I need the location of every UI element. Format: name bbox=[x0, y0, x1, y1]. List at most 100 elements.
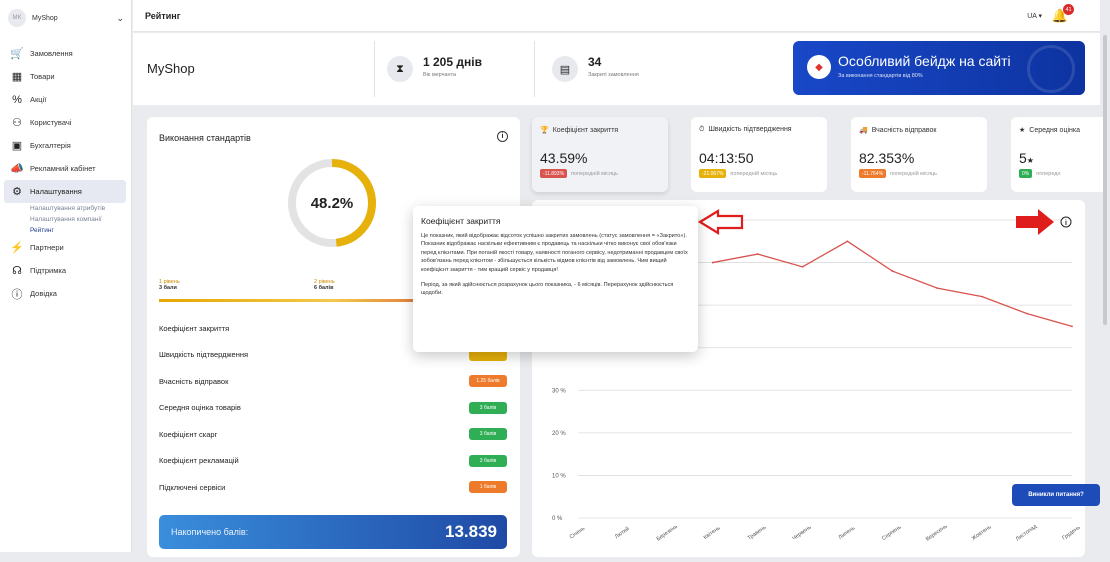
standard-row: Підключені сервіси 1 балів bbox=[159, 474, 507, 501]
language-select[interactable]: UA ▾ bbox=[1027, 12, 1042, 20]
sidebar-item-promotions[interactable]: % Акції bbox=[0, 88, 132, 111]
sidebar-item-partners[interactable]: ⚡ Партнери bbox=[0, 236, 132, 259]
topbar: Рейтинг UA ▾ 🔔 41 bbox=[133, 0, 1100, 32]
standard-label: Коефіцієнт скарг bbox=[159, 429, 218, 439]
data-point bbox=[1071, 325, 1073, 328]
sidebar-item-users[interactable]: ⚇ Користувачі bbox=[0, 111, 132, 134]
metric-value: 43.59% bbox=[540, 150, 588, 166]
standard-label: Коефіцієнт закриття bbox=[159, 323, 230, 333]
calculator-icon: ▣ bbox=[11, 140, 23, 152]
headset-icon: ☊ bbox=[12, 265, 22, 277]
box-icon: ▦ bbox=[11, 71, 23, 83]
standard-row: Коефіцієнт рекламацій 3 балів bbox=[159, 448, 507, 475]
divider bbox=[374, 41, 375, 97]
sidebar-item-label: Замовлення bbox=[30, 49, 73, 58]
level-2-title: 2 рівень bbox=[314, 279, 335, 285]
metric-value-text: 5 bbox=[1019, 150, 1027, 166]
shop-selector[interactable]: MK MyShop ⌄ bbox=[8, 8, 124, 28]
hourglass-icon: ⧗ bbox=[387, 56, 413, 82]
metric-value: 04:13:50 bbox=[699, 150, 754, 166]
merchant-age-value: 1 205 днів bbox=[423, 55, 482, 69]
sidebar-item-support[interactable]: ☊ Підтримка bbox=[0, 259, 132, 282]
gear-icon: ⚙ bbox=[12, 186, 22, 198]
delta-badge: 0% bbox=[1019, 169, 1033, 178]
megaphone-icon: 📣 bbox=[10, 163, 24, 175]
shop-logo: MK bbox=[8, 9, 26, 27]
data-point bbox=[891, 270, 894, 272]
standards-list: Коефіцієнт закриття Швидкість підтвердже… bbox=[159, 315, 507, 501]
scrollbar-thumb[interactable] bbox=[1103, 35, 1107, 325]
users-icon: ⚇ bbox=[12, 117, 22, 129]
truck-icon: 🚚 bbox=[859, 127, 868, 134]
metric-card-confirmation-speed[interactable]: ⏱ Швидкість підтвердження 04:13:50 -21.06… bbox=[691, 117, 827, 192]
info-icon[interactable]: i bbox=[497, 131, 508, 142]
orders-icon: ▤ bbox=[552, 56, 578, 82]
subnav-attributes[interactable]: Налаштування атрибутів bbox=[30, 205, 106, 212]
metric-title: 🚚 Вчасність відправок bbox=[859, 126, 936, 134]
metric-card-on-time-shipping[interactable]: 🚚 Вчасність відправок 82.353% -11.764% поп… bbox=[851, 117, 987, 192]
closing-rate-chart: 0 %10 %20 %30 %40 %СіченьЛютийБерезеньКв… bbox=[552, 219, 1082, 543]
sidebar-item-help[interactable]: ⓘ Довідка bbox=[0, 282, 132, 305]
sidebar-item-settings[interactable]: ⚙ Налаштування bbox=[4, 180, 126, 203]
star-small-icon: ★ bbox=[1026, 156, 1034, 165]
delta-label: попередній місяць bbox=[730, 170, 778, 177]
sidebar-item-label: Користувачі bbox=[30, 118, 72, 127]
metric-title-text: Вчасність відправок bbox=[871, 127, 937, 134]
solid-arrow-annotation bbox=[1016, 209, 1054, 235]
chart-info-icon[interactable] bbox=[1060, 216, 1072, 228]
page-title: Рейтинг bbox=[145, 11, 181, 21]
points-pill: 3 балів bbox=[469, 401, 507, 414]
subnav-company[interactable]: Налаштування компанії bbox=[30, 216, 102, 223]
sidebar: MK MyShop ⌄ 🛒 Замовлення ▦ Товари % Акції ⚇… bbox=[0, 0, 132, 552]
star-icon: ★ bbox=[1019, 127, 1026, 134]
sidebar-item-label: Довідка bbox=[30, 289, 57, 298]
chevron-down-icon: ⌄ bbox=[116, 12, 124, 23]
metric-value: 82.353% bbox=[859, 150, 915, 166]
metric-delta: -11.764% попередній місяць bbox=[859, 169, 937, 178]
sidebar-item-label: Бухгалтерія bbox=[30, 141, 71, 150]
chart-info-glyph: i bbox=[1065, 220, 1067, 227]
metric-title-text: Середня оцінка bbox=[1029, 127, 1080, 134]
metric-title-text: Швидкість підтвердження bbox=[708, 126, 792, 133]
standard-row: Коефіцієнт закриття bbox=[159, 315, 507, 342]
sidebar-item-orders[interactable]: 🛒 Замовлення bbox=[0, 42, 132, 65]
y-tick-label: 30 % bbox=[552, 388, 566, 394]
trophy-icon: 🏆 bbox=[540, 127, 549, 134]
settings-subnav: Налаштування атрибутів Налаштування комп… bbox=[0, 203, 132, 236]
standard-label: Коефіцієнт рекламацій bbox=[159, 456, 239, 466]
sidebar-item-ad-cabinet[interactable]: 📣 Рекламний кабінет bbox=[0, 157, 132, 180]
sidebar-item-accounting[interactable]: ▣ Бухгалтерія bbox=[0, 134, 132, 157]
handshake-icon: ⚡ bbox=[10, 242, 24, 254]
closed-orders-label: Закриті замовлення bbox=[588, 72, 639, 78]
sidebar-item-label: Підтримка bbox=[30, 266, 67, 275]
info-icon: ⓘ bbox=[11, 288, 23, 301]
metric-card-average-rating[interactable]: ★ Середня оцінка 5★ 0% попередн bbox=[1011, 117, 1103, 192]
data-point bbox=[981, 295, 984, 298]
delta-label: попередній місяць bbox=[890, 170, 937, 177]
sidebar-item-products[interactable]: ▦ Товари bbox=[0, 65, 132, 88]
metric-delta: 0% попередн bbox=[1019, 169, 1061, 178]
standard-row: Середня оцінка товарів 3 балів bbox=[159, 395, 507, 422]
badge-decoration bbox=[1027, 45, 1075, 93]
help-question-button[interactable]: Виникли питання? bbox=[1012, 484, 1100, 506]
points-pill: 1 балів bbox=[469, 481, 507, 494]
metric-title: ★ Середня оцінка bbox=[1019, 126, 1080, 134]
subnav-rating[interactable]: Рейтинг bbox=[30, 227, 54, 234]
special-badge-banner[interactable]: ◆ Особливий бейдж на сайті За виконання … bbox=[793, 41, 1085, 95]
points-pill: 3 балів bbox=[469, 428, 507, 441]
tooltip-period-note: Період, за який здійснюється розрахунок … bbox=[421, 281, 674, 297]
discount-icon: % bbox=[12, 93, 22, 106]
metric-title: ⏱ Швидкість підтвердження bbox=[699, 126, 792, 134]
badge-tag-icon: ◆ bbox=[807, 55, 831, 79]
gauge-percent: 48.2% bbox=[311, 195, 354, 212]
metric-delta: -11.893% попередній місяць bbox=[540, 169, 618, 178]
sidebar-item-label: Рекламний кабінет bbox=[30, 164, 96, 173]
data-point bbox=[1026, 312, 1028, 315]
data-point bbox=[801, 265, 804, 268]
standard-label: Швидкість підтвердження bbox=[159, 350, 249, 360]
metric-card-closing-rate[interactable]: 🏆 Коефіцієнт закриття 43.59% -11.893% попе… bbox=[532, 117, 668, 192]
delta-badge: -11.764% bbox=[859, 169, 887, 178]
level-2: 2 рівень 6 балів bbox=[314, 279, 335, 291]
sidebar-item-label: Партнери bbox=[30, 243, 64, 252]
